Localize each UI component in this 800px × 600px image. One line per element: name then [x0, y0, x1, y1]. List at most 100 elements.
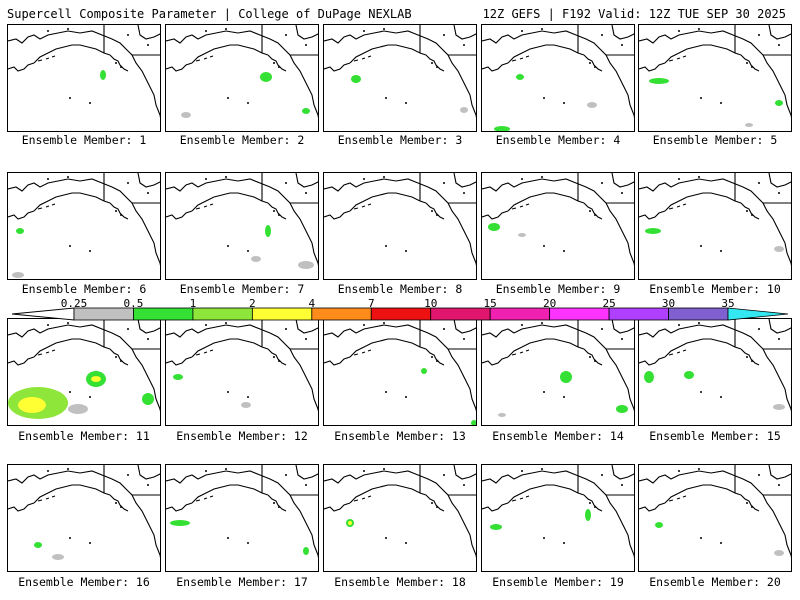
scale-tick-label: 0.25	[60, 297, 88, 310]
member-map	[639, 173, 791, 266]
member-label: Ensemble Member: 1	[21, 133, 147, 147]
scale-swatch	[370, 307, 432, 321]
ensemble-panel	[7, 464, 161, 572]
scale-swatch	[608, 307, 669, 321]
ensemble-panel	[481, 24, 635, 132]
scp-shading	[34, 542, 42, 548]
member-map	[166, 465, 318, 558]
member-label: Ensemble Member: 18	[334, 575, 466, 589]
scale-tick-label: 7	[367, 297, 375, 310]
coastline-map	[324, 25, 476, 118]
member-label: Ensemble Member: 7	[179, 282, 305, 296]
coastline-map	[8, 173, 160, 266]
scale-tick-label: 2	[249, 297, 256, 310]
ensemble-panel	[165, 24, 319, 132]
member-label: Ensemble Member: 6	[21, 282, 147, 296]
ensemble-panel	[638, 172, 792, 280]
coastline-map	[166, 173, 318, 266]
scp-shading	[181, 112, 191, 118]
scp-shading	[265, 225, 271, 237]
coastline-map	[639, 465, 791, 558]
member-map	[8, 173, 160, 278]
ensemble-panel	[638, 24, 792, 132]
member-map	[324, 319, 476, 425]
scp-shading	[774, 550, 784, 556]
scp-shading	[421, 368, 427, 374]
scp-shading	[649, 78, 669, 84]
scp-shading	[684, 371, 694, 379]
ensemble-panel	[7, 318, 161, 426]
scp-shading	[251, 256, 261, 262]
member-map	[166, 25, 318, 118]
scp-shading	[775, 100, 783, 106]
scale-tick-label: 35	[721, 297, 735, 310]
scp-shading	[518, 233, 526, 237]
member-label: Ensemble Member: 4	[495, 133, 621, 147]
coastline-map	[166, 319, 318, 412]
scp-shading	[494, 126, 510, 131]
coastline-map	[482, 25, 634, 118]
coastline-map	[324, 173, 476, 266]
member-label: Ensemble Member: 20	[649, 575, 781, 589]
color-scale-bar	[12, 307, 788, 321]
member-label: Ensemble Member: 2	[179, 133, 305, 147]
member-map	[8, 319, 160, 419]
scale-swatch	[489, 307, 551, 321]
scale-tick-label: 1	[189, 297, 197, 310]
member-map	[482, 173, 634, 266]
ensemble-panel	[481, 172, 635, 280]
ensemble-panel	[323, 464, 477, 572]
scp-shading	[645, 228, 661, 234]
scp-shading	[490, 524, 502, 530]
ensemble-panel	[7, 24, 161, 132]
scale-tick-label: 20	[543, 297, 557, 310]
scp-shading	[68, 404, 88, 414]
ensemble-panel	[323, 318, 477, 426]
scale-tick-label: 10	[424, 297, 438, 310]
ensemble-panel	[481, 464, 635, 572]
scp-shading	[260, 72, 272, 82]
scp-shading	[142, 393, 154, 405]
scp-shading	[52, 554, 64, 560]
ensemble-panel	[638, 464, 792, 572]
scp-shading	[774, 246, 784, 252]
valid-time: 12Z GEFS | F192 Valid: 12Z TUE SEP 30 20…	[482, 7, 786, 21]
scp-shading	[655, 522, 663, 528]
scp-shading	[241, 402, 251, 408]
member-map	[166, 173, 318, 269]
coastline-map	[324, 465, 476, 558]
coastline-map	[482, 465, 634, 558]
member-label: Ensemble Member: 16	[18, 575, 150, 589]
scale-tick-label: 15	[483, 297, 497, 310]
member-map	[482, 319, 634, 417]
scp-shading	[100, 70, 106, 80]
member-label: Ensemble Member: 5	[652, 133, 778, 147]
scale-swatch	[251, 307, 313, 321]
coastline-map	[166, 25, 318, 118]
scale-tick-label: 4	[308, 297, 316, 310]
scale-tick-label: 0.5	[123, 297, 144, 310]
scp-shading	[471, 420, 476, 425]
member-map	[324, 173, 476, 266]
member-label: Ensemble Member: 13	[334, 429, 466, 443]
member-map	[482, 25, 634, 131]
coastline-map	[482, 173, 634, 266]
member-map	[8, 465, 160, 560]
scp-shading	[302, 108, 310, 114]
scale-swatch	[311, 307, 372, 321]
member-map	[639, 25, 791, 127]
member-label: Ensemble Member: 10	[649, 282, 781, 296]
coastline-map	[8, 465, 160, 558]
ensemble-panel	[165, 318, 319, 426]
scp-shading	[348, 521, 352, 525]
coastline-map	[639, 319, 791, 412]
coastline-map	[324, 319, 476, 412]
scp-shading	[745, 123, 753, 127]
scp-shading	[18, 397, 46, 413]
scp-shading	[585, 509, 591, 521]
scp-shading	[298, 261, 314, 269]
member-map	[639, 465, 791, 558]
member-label: Ensemble Member: 8	[337, 282, 463, 296]
member-label: Ensemble Member: 3	[337, 133, 463, 147]
scp-shading	[303, 547, 309, 555]
